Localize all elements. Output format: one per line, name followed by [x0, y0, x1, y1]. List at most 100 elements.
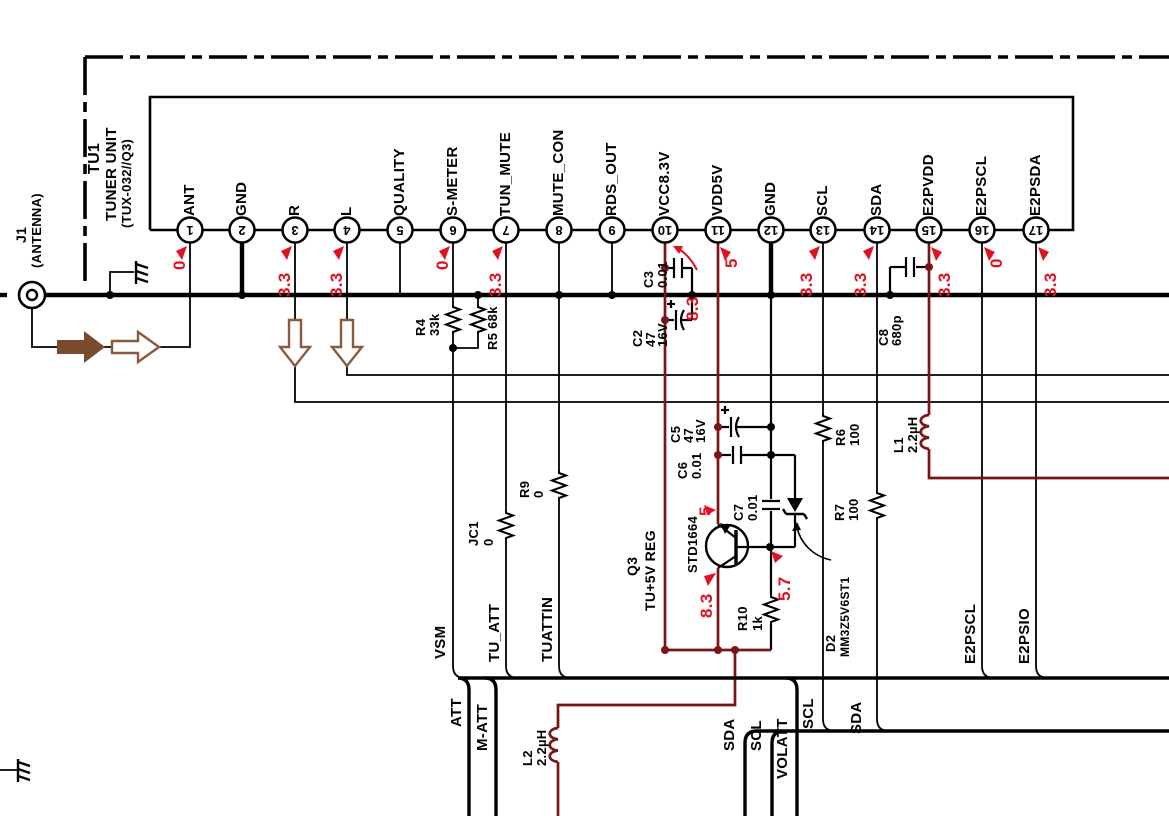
voltage-label: 0: [433, 260, 452, 270]
component-label: 33k: [427, 313, 442, 336]
pin-number: 2: [238, 223, 246, 238]
component-label: 0: [531, 490, 546, 498]
pin-circles: [176, 216, 1050, 244]
pin-label: MUTE_CON: [550, 129, 567, 216]
voltage-label: 5: [696, 506, 715, 516]
voltage-label: 0: [170, 260, 189, 270]
component-label: 680p: [889, 315, 904, 346]
component-label: 2.2µH: [905, 416, 920, 453]
pin-label: GND: [233, 181, 250, 216]
pin-number: 7: [502, 223, 510, 238]
pin-number: 11: [711, 223, 725, 238]
signal-label: E2PSCL: [962, 603, 979, 664]
pin-number: 1: [186, 223, 194, 238]
chassis-ground-icon: [16, 261, 149, 782]
signal-label: M-ATT: [474, 703, 491, 751]
component-label: JC1: [466, 521, 481, 546]
pin-label: R: [286, 204, 303, 216]
component-label: C7: [731, 503, 746, 521]
component-label: C6: [675, 461, 690, 479]
voltage-label: 3.3: [1041, 272, 1060, 297]
signal-label: E2PSIO: [1016, 608, 1033, 664]
component-label: R9: [517, 480, 532, 498]
signal-flow-arrows: [57, 318, 365, 368]
pin-label: ANT: [181, 184, 198, 216]
pin-number: 13: [815, 223, 831, 238]
bus-lines: [457, 676, 1169, 816]
component-label: 0.01: [655, 261, 670, 288]
transistor-icon: [704, 523, 750, 569]
component-label: MM3Z5V6ST1: [838, 576, 852, 657]
pin-label: SDA: [868, 183, 885, 216]
voltage-label: 3.3: [275, 272, 294, 297]
component-label: L2: [520, 750, 535, 766]
pin-label: VDD5V: [709, 164, 726, 216]
signal-label: VOLATT: [774, 718, 791, 779]
unit-ref: TU1: [86, 142, 103, 174]
pin-number: 10: [657, 223, 673, 238]
voltage-label: 3.3: [935, 272, 954, 297]
connector-ref: J1: [13, 226, 29, 243]
signal-label: SCL: [748, 720, 765, 751]
pin-label: SCL: [814, 185, 831, 216]
voltage-label: 3.3: [851, 272, 870, 297]
signal-label: TUATTIN: [539, 596, 556, 662]
unit-part: (TUX-032//Q3): [119, 138, 134, 228]
pin-label: L: [338, 206, 355, 216]
component-label: 2.2µH: [534, 729, 549, 766]
pin-number: 15: [921, 223, 937, 238]
outline-right-arrow-icon: [110, 329, 162, 365]
voltage-label: 8.3: [697, 593, 716, 618]
junction-dots: [106, 291, 894, 551]
pin-label: VCC8.3V: [656, 151, 673, 216]
unit-name: TUNER UNIT: [103, 127, 120, 221]
pin-number: 3: [291, 223, 299, 238]
pin-number: 9: [608, 223, 616, 238]
component-label: 1k: [750, 615, 765, 631]
pin-number: 5: [396, 223, 404, 238]
filled-right-arrow-icon: [57, 331, 105, 363]
component-label: STD1664: [685, 515, 700, 573]
pin-number: 14: [869, 223, 885, 238]
component-label: L1: [891, 437, 906, 453]
component-label: 100: [846, 498, 861, 521]
pin-label: GND: [762, 181, 779, 216]
pin-number: 6: [449, 223, 457, 238]
pin-label: TUN_MUTE: [497, 131, 514, 216]
component-label: D2: [823, 634, 838, 652]
pin-number: 8: [555, 223, 563, 238]
pin-label: QUALITY: [391, 148, 408, 216]
pin-number: 17: [1028, 223, 1044, 238]
component-label: 16V: [693, 418, 708, 443]
component-label: R6: [833, 428, 848, 446]
component-label: R4: [413, 318, 428, 336]
outline-down-arrow-icon: [329, 318, 365, 368]
component-label: 0: [481, 538, 496, 546]
signal-label: ATT: [448, 698, 465, 727]
component-label: Q3: [624, 556, 640, 576]
antenna-connector-icon: [17, 280, 47, 310]
component-label: TU+5V REG: [642, 530, 658, 611]
pin-number: 12: [763, 223, 779, 238]
component-label: R7: [832, 503, 847, 521]
voltage-label: 0: [987, 258, 1006, 268]
voltage-label: 5: [722, 258, 741, 268]
pin-number: 16: [974, 223, 990, 238]
component-label: R10: [735, 606, 750, 631]
d2-pointer-arrow-icon: [792, 522, 832, 561]
component-label: C3: [641, 270, 656, 288]
signal-label: SDA: [848, 701, 865, 734]
signal-label: TU_ATT: [486, 603, 503, 662]
voltage-label: 3.3: [327, 272, 346, 297]
component-label: 16V: [655, 322, 670, 347]
signal-label: VSM: [432, 625, 449, 659]
component-label: 100: [847, 423, 862, 446]
voltage-label: 8.3: [683, 296, 702, 321]
voltage-label: 5.7: [775, 576, 794, 601]
voltage-label: 3.3: [797, 272, 816, 297]
module-dashed-border: [83, 55, 1169, 285]
zener-diode-icon: [781, 498, 809, 520]
signal-label: SDA: [721, 718, 738, 751]
